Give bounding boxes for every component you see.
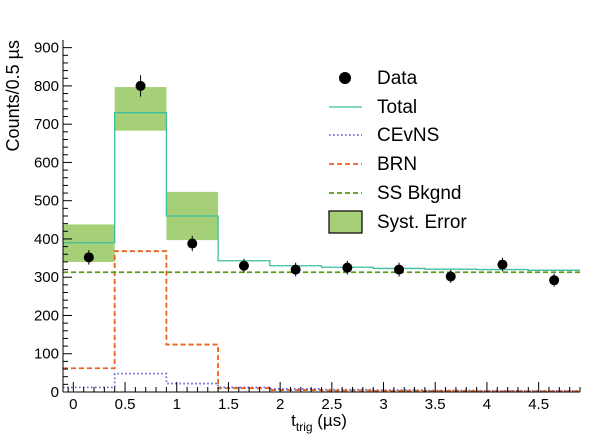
y-tick-label: 400 bbox=[34, 231, 59, 248]
x-tick-label: 1 bbox=[173, 396, 181, 413]
data-point bbox=[135, 80, 146, 91]
legend-marker-data bbox=[339, 72, 351, 84]
y-tick-label: 0 bbox=[51, 384, 59, 401]
x-tick-label: 0 bbox=[69, 396, 77, 413]
legend-label-cevns: CEvNS bbox=[377, 125, 439, 146]
y-tick-label: 100 bbox=[34, 346, 59, 363]
y-tick-label: 300 bbox=[34, 269, 59, 286]
x-tick-label: 2.5 bbox=[321, 396, 342, 413]
legend-label-brn: BRN bbox=[377, 154, 417, 175]
legend-label-total: Total bbox=[377, 97, 417, 118]
x-tick-label: 2 bbox=[276, 396, 284, 413]
data-point bbox=[83, 252, 94, 263]
data-points bbox=[83, 75, 560, 287]
x-tick-label: 4.5 bbox=[528, 396, 549, 413]
data-point bbox=[445, 271, 456, 282]
legend-label-data: Data bbox=[377, 68, 418, 89]
y-tick-label: 500 bbox=[34, 193, 59, 210]
series-lines bbox=[63, 112, 580, 393]
x-tick-label: 4 bbox=[483, 396, 491, 413]
data-point bbox=[187, 238, 198, 249]
data-point bbox=[238, 260, 249, 271]
series-total bbox=[63, 112, 580, 271]
y-tick-label: 900 bbox=[34, 40, 59, 57]
y-tick-label: 600 bbox=[34, 154, 59, 171]
y-tick-label: 700 bbox=[34, 116, 59, 133]
legend-label-syst-error: Syst. Error bbox=[377, 212, 467, 233]
legend: Data Total CEvNS BRN SS Bkgnd Syst. Error bbox=[328, 68, 467, 234]
data-point bbox=[290, 264, 301, 275]
x-tick-label: 0.5 bbox=[115, 396, 136, 413]
data-point bbox=[549, 275, 560, 286]
x-tick-label: 3 bbox=[379, 396, 387, 413]
x-axis-label: ttrig (µs) bbox=[291, 411, 347, 434]
x-tick-label: 1.5 bbox=[218, 396, 239, 413]
data-point bbox=[342, 262, 353, 273]
y-axis-label: Counts/0.5 µs bbox=[3, 40, 23, 151]
legend-label-ss-bkgnd: SS Bkgnd bbox=[377, 183, 462, 204]
x-tick-label: 3.5 bbox=[425, 396, 446, 413]
y-tick-label: 800 bbox=[34, 78, 59, 95]
axes: 0 100 200 300 400 500 600 700 800 900 0 0.5 1 1.5 2 2.5… bbox=[3, 40, 581, 434]
data-point bbox=[394, 264, 405, 275]
series-brn bbox=[63, 250, 580, 393]
legend-marker-syst-error bbox=[328, 210, 363, 234]
y-tick-label: 200 bbox=[34, 307, 59, 324]
data-point bbox=[497, 259, 508, 270]
